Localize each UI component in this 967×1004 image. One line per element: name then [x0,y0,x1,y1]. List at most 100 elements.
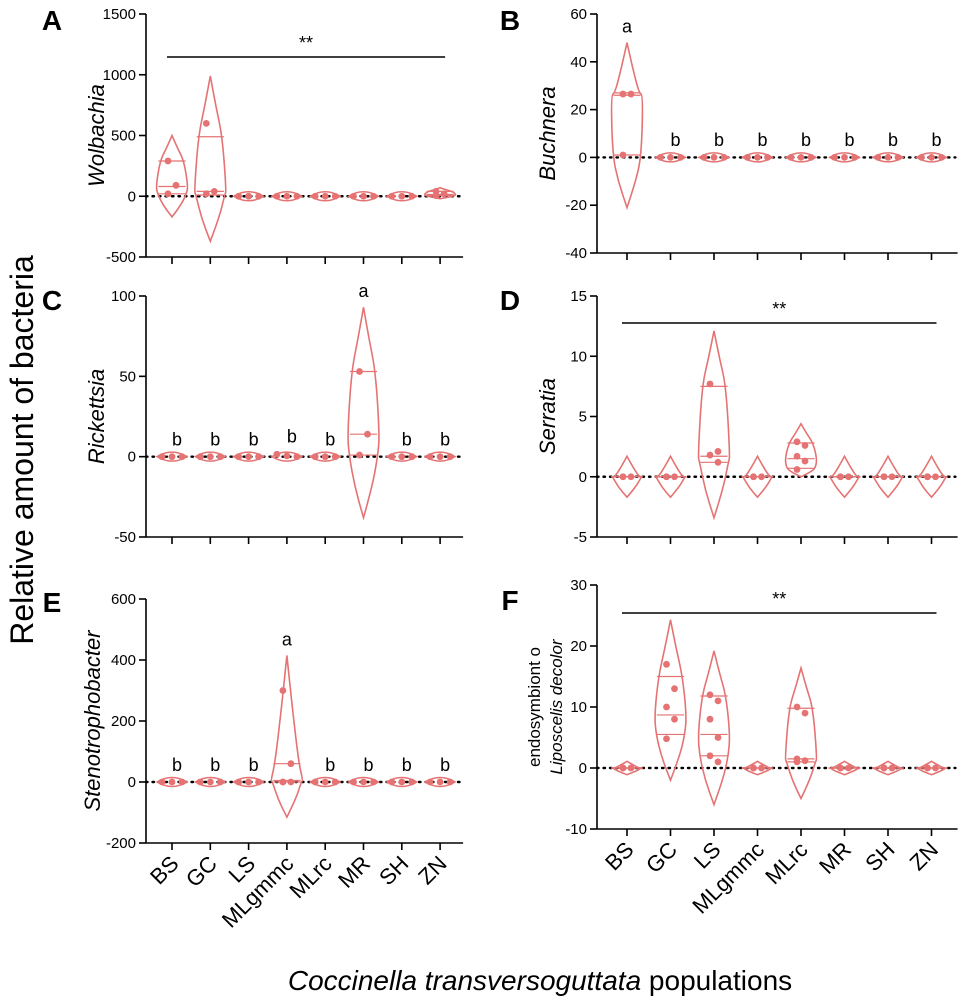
data-point [283,192,291,200]
panel-letter: E [43,587,62,618]
violin-sh [871,454,905,499]
group-letter: b [670,130,680,150]
violin-shape [784,152,818,163]
violin-gc [654,619,687,783]
violin-ls [232,191,266,202]
data-point [398,192,406,200]
violin-shape [654,619,687,783]
data-point [671,685,678,693]
violin-shape [871,760,905,776]
data-point [831,154,838,161]
group-letter: b [931,130,941,150]
violin-shape [232,776,266,788]
violin-shape [871,152,905,163]
violin-shape [270,451,304,462]
data-point [754,154,761,161]
data-point [235,192,243,200]
violin-gc [194,75,227,244]
data-point [793,438,801,446]
data-point [432,192,440,200]
data-point [398,778,406,786]
violin-mr: b [347,755,380,788]
data-point [619,90,627,98]
data-point [279,778,287,786]
data-point [164,190,172,198]
data-point [758,764,765,772]
y-axis-label: Rickettsia [84,369,109,464]
data-point [311,778,319,786]
violin-mlgmmc: b [270,427,304,462]
data-point [801,709,809,717]
y-tick-label: 0 [579,469,587,486]
data-point [764,154,771,161]
data-point [235,778,243,786]
group-letter: b [363,755,373,775]
violin-mr: a [347,281,380,521]
violin-mlgmmc [270,191,304,202]
group-letter: b [210,755,220,775]
panel-b: B 60 40 20 0 -20 -40 Buchnera a b b b b b b b [500,5,958,262]
data-point [408,453,416,461]
data-point [321,192,329,200]
data-point [436,778,444,786]
data-point [627,764,635,772]
x-category-label: MLrc [284,851,336,903]
violin-gc: b [654,130,687,163]
y-axis-label-line1: endosymbiont o [525,647,544,767]
violin-gc: b [193,755,227,788]
figure-x-label-suffix: populations [641,965,792,996]
violin-shape [697,650,731,807]
data-point [216,778,224,786]
data-point [408,192,416,200]
y-tick-label: 60 [570,6,587,23]
data-point [841,154,848,161]
data-point [216,453,224,461]
panel-letter: A [42,5,62,36]
data-point [924,764,931,772]
violin-bs: b [155,429,189,462]
data-point [750,473,757,481]
data-point [706,752,714,760]
x-category-label: MR [814,837,856,879]
data-point [235,453,243,461]
data-point [426,778,434,786]
data-point [627,473,635,481]
y-tick-label: 1500 [103,6,136,23]
data-point [714,448,722,455]
panel-f: F 30 20 10 0 -10 endosymbiont o Liposcelis deco… [501,577,958,918]
panel-letter: C [42,285,62,316]
data-point [202,119,210,127]
data-point [283,452,291,460]
data-point [206,778,214,786]
violin-shape [784,665,818,801]
data-point [178,778,186,786]
y-axis-label-line2: Liposcelis decolor [547,638,566,774]
violin-ls: b [697,130,731,163]
data-point [279,687,287,694]
data-point [793,703,801,711]
group-letter: b [172,429,182,449]
violin-mlgmmc [741,454,774,499]
violin-shape [193,776,227,788]
y-axis-label: Wolbachia [84,84,109,187]
data-point [801,442,809,449]
data-point [714,734,722,741]
data-point [440,190,448,198]
violin-shape [308,451,342,462]
y-tick-label: 5 [579,409,587,426]
y-tick-label: 20 [570,102,587,119]
y-tick-label: 10 [570,699,587,716]
data-point [331,453,339,461]
data-point [321,778,329,786]
data-point [287,760,295,768]
violin-mlrc [784,665,818,801]
group-letter: b [714,130,724,150]
violin-mr [828,760,861,776]
data-point [206,453,214,461]
data-point [706,451,714,459]
violin-zn [423,186,457,200]
group-letter: b [801,130,811,150]
data-point [408,778,416,786]
violin-shape [155,776,189,788]
data-point [370,192,377,200]
